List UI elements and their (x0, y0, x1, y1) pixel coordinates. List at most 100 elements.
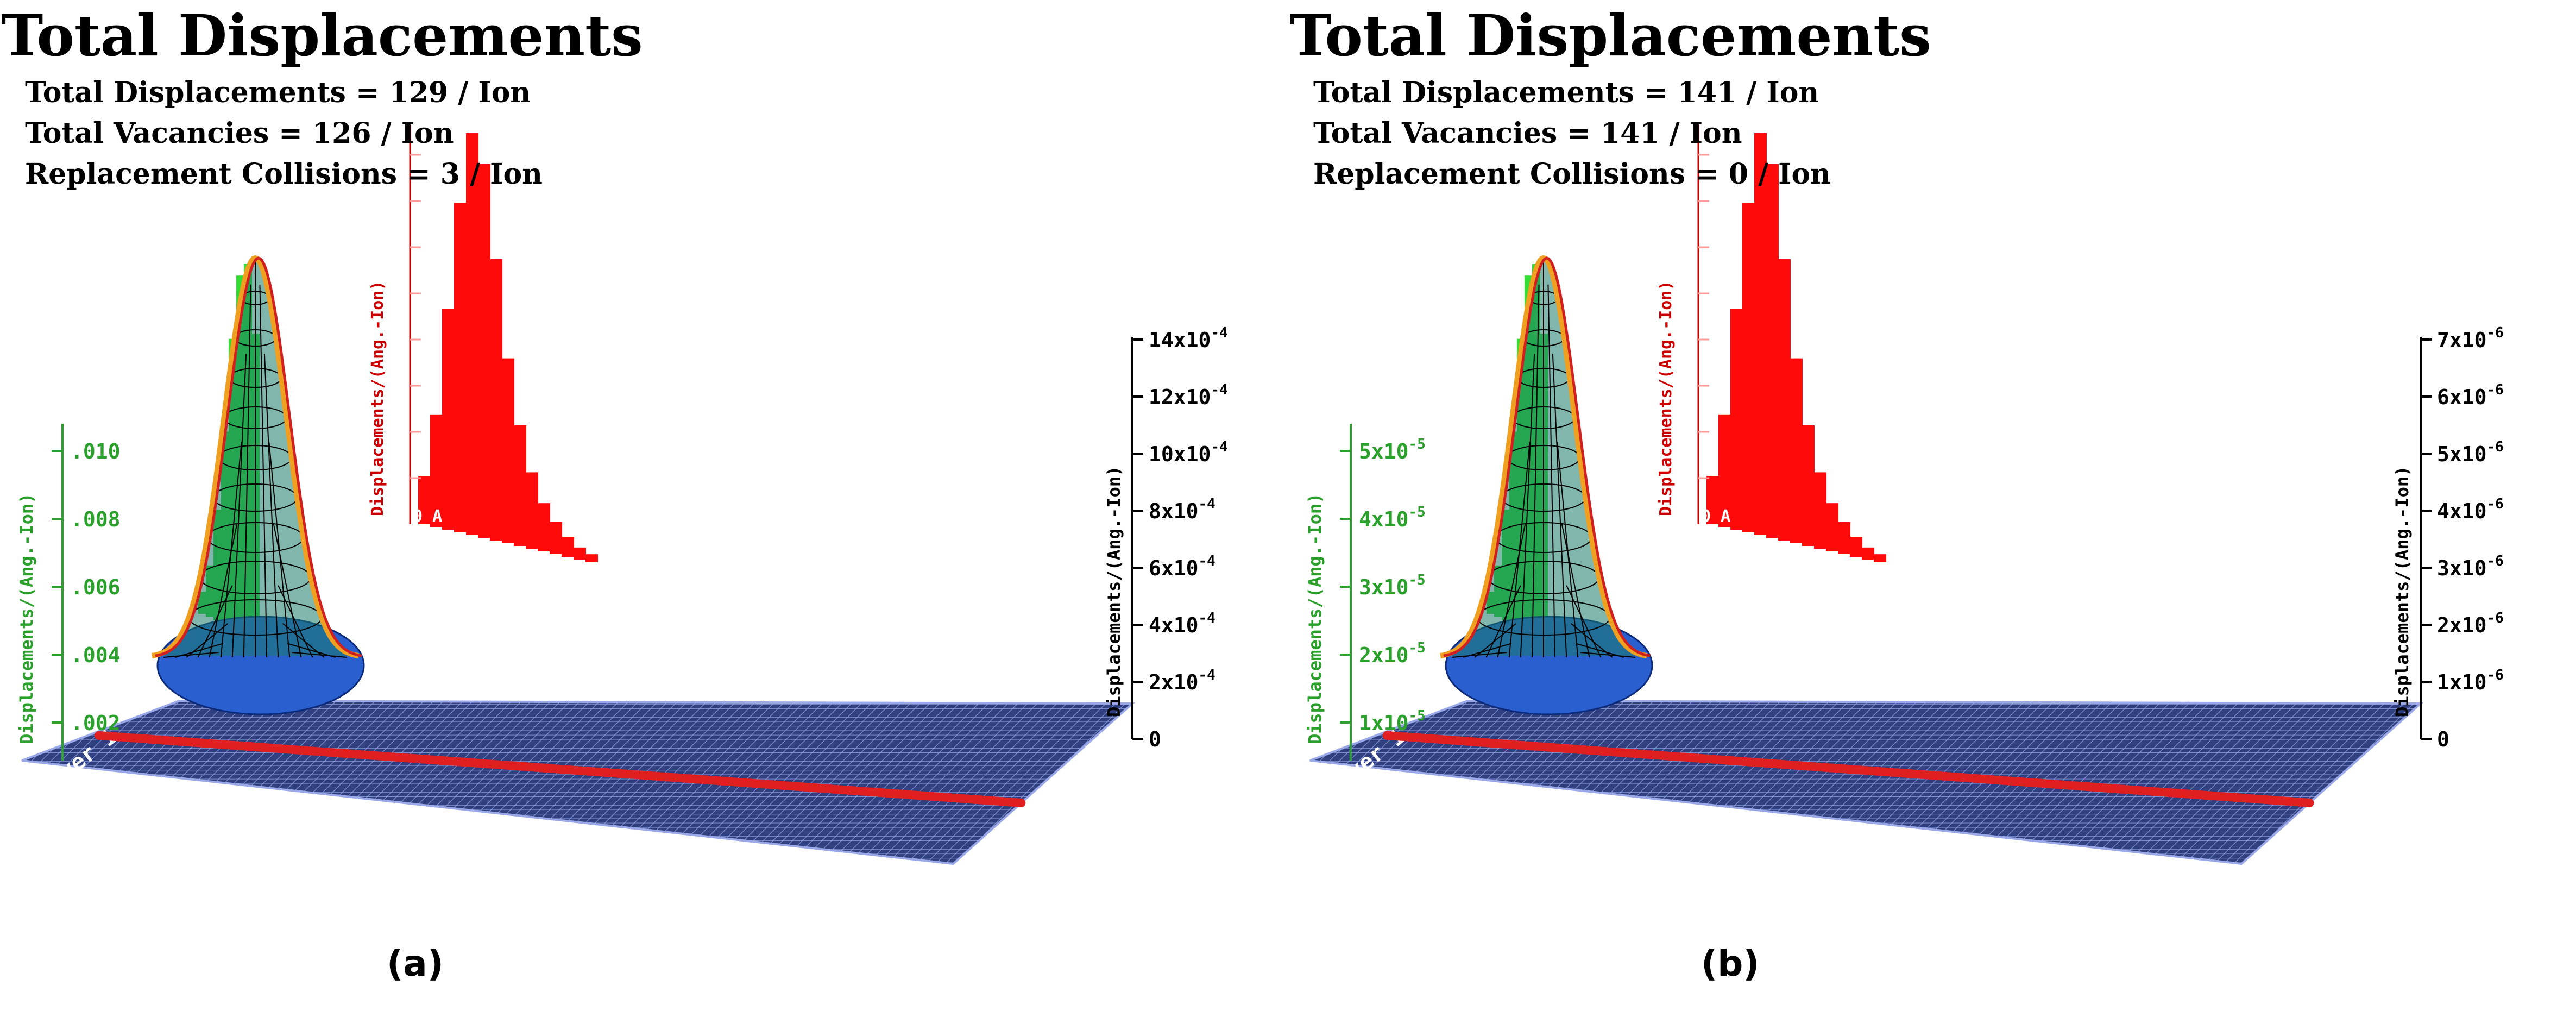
left-axis-exponent: -5 (1409, 640, 1426, 656)
left-axis-tick-label: 5x10-5 (1359, 436, 1426, 463)
right-axis-tick-label: 0 (2437, 727, 2449, 751)
back-axis-origin-label: 0 A (1701, 507, 1730, 526)
right-axis-tick-label: 1x10-6 (2437, 667, 2504, 694)
left-axis-tick-label: .004 (71, 643, 121, 667)
red-histogram-bar (442, 309, 455, 530)
left-axis-label: Displacements/(Ang.-Ion) (16, 493, 37, 744)
panel-a: Layer 1.002.004.006.008.010 Displacements… (1, 2, 1228, 984)
panel-b: Layer 1 1x10-5 2x10-5 3x10-5 4x10-5 5x10-5 Dis… (1288, 0, 2576, 1011)
red-histogram-bar (1742, 203, 1755, 532)
peak-mesh-line (220, 442, 242, 658)
peak-mesh-line (287, 643, 336, 658)
red-histogram-bar (502, 358, 514, 543)
peak-mesh-line (259, 284, 268, 658)
stat-total-vacancies: Total Vacancies = 141 / Ion (1313, 117, 1742, 150)
left-axis-tick-label: .008 (71, 507, 121, 531)
peak-mesh-line (1463, 643, 1512, 658)
red-histogram-bar (1850, 537, 1862, 557)
stat-replacement-collisions: Replacement Collisions = 0 / Ion (1313, 158, 1831, 191)
back-axis-origin-label: 0 A (413, 507, 442, 526)
red-histogram-bar (1706, 476, 1719, 524)
red-histogram-bar (454, 203, 467, 532)
peak-mesh-line (243, 284, 251, 658)
red-center-line (1382, 731, 2314, 807)
panel-title: Total Displacements (1289, 2, 1931, 69)
red-histogram-bar (430, 414, 443, 527)
red-histogram-bar (418, 476, 431, 524)
right-axis-exponent: -4 (1211, 325, 1227, 341)
right-axis-label: Displacements/(Ang.-Ion) (2392, 466, 2413, 717)
peak-mesh-line (163, 651, 219, 658)
left-axis-label: Displacements/(Ang.-Ion) (1305, 493, 1325, 744)
red-histogram-bar (1766, 164, 1779, 538)
right-axis-tick-label: 14x10-4 (1149, 325, 1228, 352)
plot-b: Layer 11x10-52x10-53x10-54x10-55x10-5Dis… (1305, 125, 2504, 865)
right-axis-tick-label: 12x10-4 (1149, 382, 1228, 409)
left-axis-tick-label: .006 (71, 575, 121, 599)
right-axis-exponent: -4 (1211, 439, 1227, 455)
right-axis-tick-label: 6x10-4 (1149, 553, 1215, 580)
back-axis-label: Displacements/(Ang.-Ion) (368, 281, 387, 516)
red-histogram-bar (1730, 309, 1743, 530)
floor-plane (21, 699, 1136, 865)
panel-caption: (a) (387, 943, 444, 984)
right-axis-exponent: -4 (1199, 610, 1215, 626)
right-axis-label: Displacements/(Ang.-Ion) (1104, 466, 1124, 717)
peak-mesh-line (1520, 354, 1535, 658)
red-histogram-bar (526, 472, 538, 549)
panel-caption: (b) (1701, 943, 1760, 984)
stat-replacement-collisions: Replacement Collisions = 3 / Ion (25, 158, 543, 191)
red-histogram-bar (585, 554, 598, 562)
right-axis-tick-label: 7x10-6 (2437, 325, 2504, 352)
red-histogram-bar (1790, 358, 1803, 543)
red-histogram-bar (514, 425, 526, 546)
right-axis-exponent: -6 (2487, 496, 2504, 512)
red-histogram-bar (538, 503, 550, 551)
right-axis-tick-label: 10x10-4 (1149, 439, 1228, 466)
right-axis-exponent: -6 (2487, 439, 2504, 455)
left-axis-exponent: -5 (1409, 708, 1426, 724)
peak-mesh-line (1575, 643, 1624, 658)
red-histogram-bar (1862, 547, 1874, 560)
peak-mesh-line (1552, 354, 1567, 658)
peak-mesh-line (1452, 651, 1507, 658)
peak-mesh-line (292, 651, 347, 658)
right-axis-tick-label: 3x10-6 (2437, 553, 2504, 580)
left-axis-tick-label: 4x10-5 (1359, 504, 1426, 531)
left-axis-exponent: -5 (1409, 572, 1426, 588)
panel-title: Total Displacements (1, 2, 643, 69)
left-axis-exponent: -5 (1409, 436, 1426, 453)
peak-mesh-line (1531, 284, 1540, 658)
red-histogram-bar (574, 547, 586, 560)
peak-mesh-line (1474, 623, 1516, 658)
red-center-line (94, 731, 1026, 807)
red-histogram-bar (1802, 425, 1815, 546)
right-axis-tick-label: 5x10-6 (2437, 439, 2504, 466)
peak-outline (1440, 255, 1647, 659)
peak-mesh-line (263, 354, 279, 658)
stat-total-displacements: Total Displacements = 141 / Ion (1313, 76, 1819, 109)
right-axis-exponent: -6 (2487, 382, 2504, 398)
red-histogram-bar (1838, 522, 1850, 554)
right-axis-tick-label: 8x10-4 (1149, 496, 1215, 523)
stat-total-vacancies: Total Vacancies = 126 / Ion (25, 117, 454, 150)
red-histogram-bar (1874, 554, 1886, 562)
red-histogram-bar (1754, 133, 1767, 535)
red-histogram-bar (1778, 259, 1791, 541)
peak-outline (152, 255, 359, 659)
left-axis-tick-label: .002 (71, 711, 121, 735)
red-histogram-bar (490, 259, 502, 541)
left-axis-tick-label: .010 (71, 439, 121, 463)
red-histogram-bar (1826, 503, 1838, 551)
peak-mesh-line (231, 354, 247, 658)
red-histogram-bar (562, 537, 574, 557)
right-axis-tick-label: 2x10-4 (1149, 667, 1215, 694)
left-axis-tick-label: 1x10-5 (1359, 708, 1426, 735)
peak-mesh-line (1547, 284, 1556, 658)
red-histogram-bar (1718, 414, 1731, 527)
plot-a: Layer 1.002.004.006.008.010Displacements… (16, 125, 1228, 865)
right-axis-exponent: -6 (2487, 325, 2504, 341)
right-axis-tick-label: 4x10-4 (1149, 610, 1215, 637)
left-axis-exponent: -5 (1409, 504, 1426, 520)
right-axis-exponent: -6 (2487, 610, 2504, 626)
